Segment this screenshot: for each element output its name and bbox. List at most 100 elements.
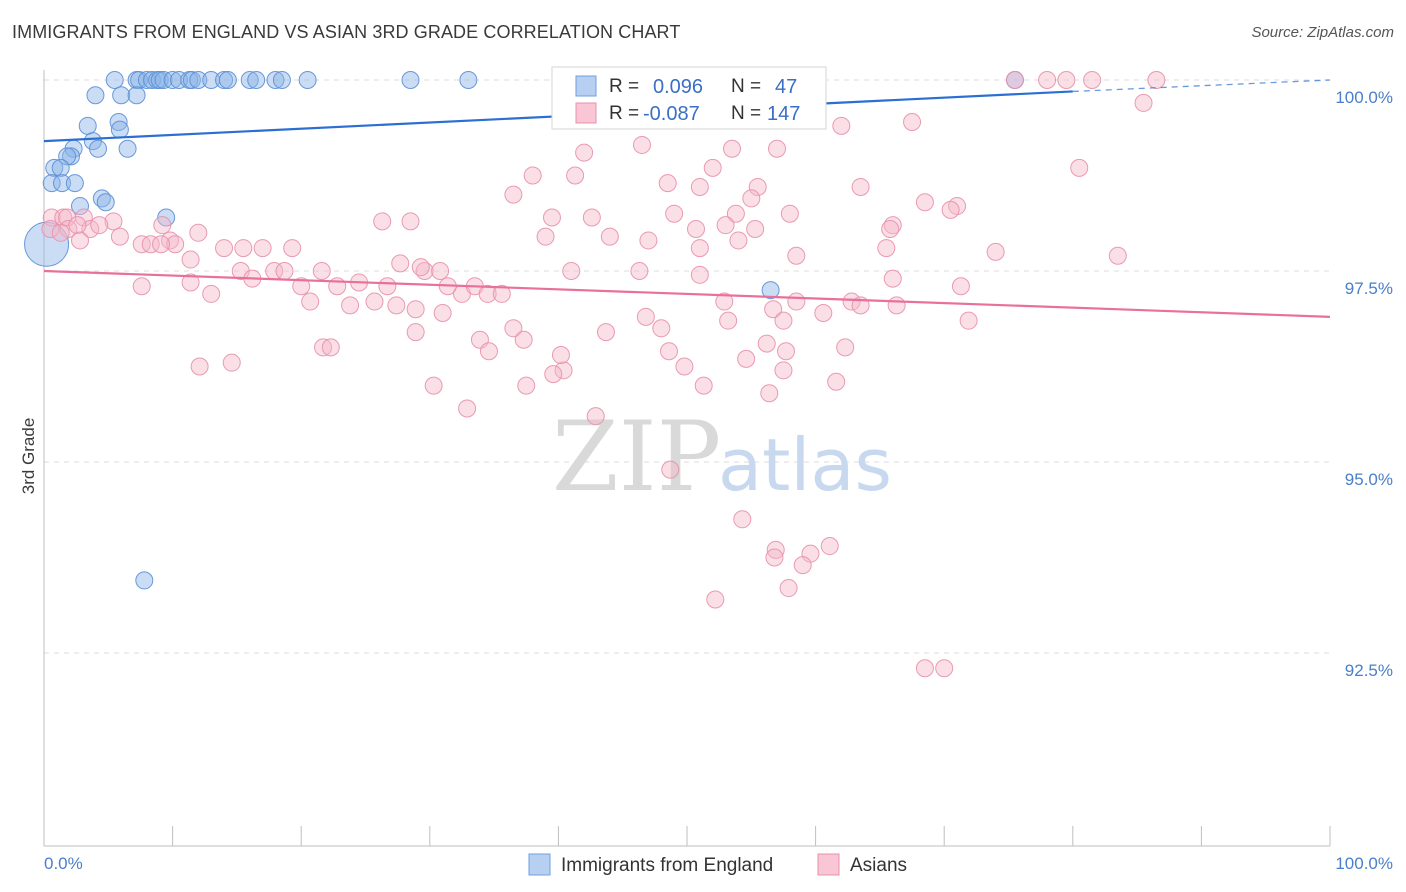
point-asians-138	[827, 372, 846, 391]
point-asians-82	[883, 269, 902, 288]
point-england-18	[266, 71, 285, 89]
point-asians-99	[387, 296, 406, 315]
point-asians-130	[554, 361, 573, 380]
point-england-39	[53, 174, 72, 193]
point-asians-146	[765, 548, 784, 567]
point-asians-55	[71, 231, 90, 250]
point-asians-58	[166, 235, 185, 254]
point-asians-52	[600, 227, 619, 246]
legend-bottom-label-england: Immigrants from England	[561, 855, 773, 876]
point-asians-63	[253, 239, 272, 258]
point-asians-57	[234, 239, 253, 258]
point-england-43	[96, 193, 115, 212]
point-england-19	[272, 71, 291, 89]
point-asians-54	[729, 231, 748, 250]
point-england-6	[150, 71, 169, 89]
point-england-2	[130, 71, 149, 89]
point-england-42	[71, 197, 90, 216]
point-asians-123	[777, 342, 796, 361]
point-asians-145	[766, 540, 785, 559]
point-england-47	[135, 571, 154, 590]
point-asians-27	[780, 204, 799, 223]
point-asians-8	[903, 113, 922, 132]
legend-swatch-asians	[575, 102, 597, 124]
point-asians-117	[406, 323, 425, 342]
chart-title: IMMIGRANTS FROM ENGLAND VS ASIAN 3RD GRA…	[12, 22, 681, 42]
point-asians-29	[54, 208, 73, 227]
point-asians-65	[690, 239, 709, 258]
legend-series: Immigrants from England Asians	[528, 853, 907, 876]
point-asians-144	[820, 537, 839, 556]
point-asians-51	[536, 227, 555, 246]
point-asians-131	[544, 365, 563, 384]
point-asians-88	[492, 284, 511, 303]
point-asians-136	[190, 357, 209, 376]
y-axis-label: 3rd Grade	[19, 418, 38, 495]
point-england-37	[51, 158, 70, 177]
point-asians-122	[757, 334, 776, 353]
legend-r-value-england: 0.096	[653, 76, 703, 98]
point-asians-70	[181, 250, 200, 269]
point-asians-53	[639, 231, 658, 250]
point-asians-103	[715, 292, 734, 311]
point-asians-77	[411, 258, 430, 277]
point-asians-45	[153, 216, 172, 235]
point-asians-125	[314, 338, 333, 357]
point-asians-139	[694, 376, 713, 395]
point-asians-71	[391, 254, 410, 273]
point-england-22	[459, 71, 478, 89]
point-asians-3	[1083, 71, 1102, 89]
point-asians-62	[215, 239, 234, 258]
point-asians-7	[832, 116, 851, 135]
point-asians-24	[941, 200, 960, 219]
point-asians-25	[665, 204, 684, 223]
point-asians-149	[779, 579, 798, 598]
point-asians-12	[575, 143, 594, 162]
point-asians-87	[478, 284, 497, 303]
point-asians-26	[726, 204, 745, 223]
point-asians-47	[746, 219, 765, 238]
point-asians-16	[658, 174, 677, 193]
point-asians-114	[814, 304, 833, 323]
point-england-28	[78, 116, 97, 135]
point-asians-50	[110, 227, 129, 246]
point-asians-78	[431, 262, 450, 280]
point-asians-14	[523, 166, 542, 185]
point-asians-124	[836, 338, 855, 357]
point-asians-109	[764, 300, 783, 319]
legend-stats-box: R = 0.096 N = 47 R = -0.087 N = 147	[551, 66, 827, 130]
point-england-0	[105, 71, 124, 89]
point-asians-79	[562, 262, 581, 280]
point-asians-36	[373, 212, 392, 231]
point-asians-137	[222, 353, 241, 372]
point-asians-19	[851, 177, 870, 196]
point-asians-83	[951, 277, 970, 296]
point-asians-15	[566, 166, 585, 185]
point-asians-0	[1005, 71, 1024, 89]
legend-stats-frame	[551, 66, 827, 130]
point-asians-116	[596, 323, 615, 342]
point-asians-18	[748, 177, 767, 196]
point-asians-102	[433, 304, 452, 323]
point-england-36	[45, 158, 64, 177]
x-tick-label-right: 100.0%	[1335, 854, 1393, 873]
point-england-15	[218, 71, 237, 89]
point-asians-80	[630, 262, 649, 280]
point-asians-5	[1134, 93, 1153, 112]
legend-swatch-england	[575, 75, 597, 97]
point-asians-76	[275, 262, 294, 280]
point-asians-110	[636, 307, 655, 326]
point-asians-60	[141, 235, 160, 254]
legend-n-label-asians: N =	[731, 103, 761, 124]
legend-bottom-swatch-asians	[817, 853, 840, 876]
point-asians-22	[915, 193, 934, 212]
data-points	[24, 71, 1166, 678]
point-asians-81	[690, 265, 709, 284]
point-asians-66	[877, 239, 896, 258]
point-asians-115	[504, 319, 523, 338]
point-asians-119	[479, 342, 498, 361]
trend-line-england-extension	[1072, 79, 1331, 93]
point-england-9	[170, 71, 189, 89]
point-england-16	[240, 71, 259, 89]
